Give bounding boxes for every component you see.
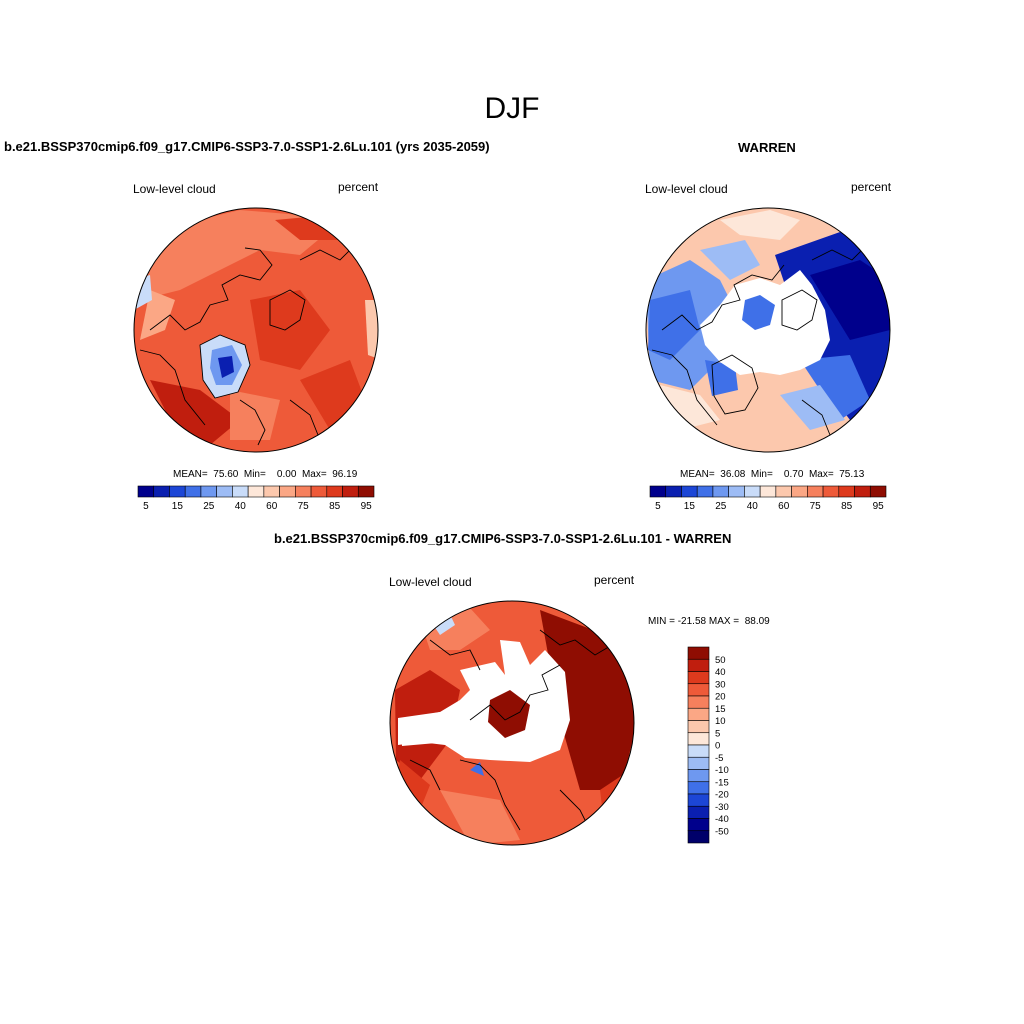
colorbar-1-tick-label: 5: [143, 501, 149, 512]
colorbar-2-swatch: [854, 485, 871, 498]
panel-2-variable-label: Low-level cloud: [645, 182, 728, 196]
colorbar-diff-label: -40: [715, 814, 729, 825]
panel-1-stats: MEAN= 75.60 Min= 0.00 Max= 96.19: [173, 469, 358, 480]
colorbar-2-swatch: [822, 485, 840, 498]
colorbar-1-swatch: [326, 485, 343, 498]
colorbar-1-swatch: [310, 485, 328, 498]
panel-1-title: b.e21.BSSP370cmip6.f09_g17.CMIP6-SSP3-7.…: [4, 139, 490, 154]
colorbar-diff-swatch: [687, 756, 710, 770]
colorbar-diff-swatch: [687, 695, 710, 709]
colorbar-2-tick-label: 5: [655, 501, 661, 512]
colorbar-2-swatch: [649, 485, 667, 498]
colorbar-1-swatch: [200, 485, 217, 498]
colorbar-diff-swatch: [687, 646, 710, 660]
colorbar-diff-label: 40: [715, 667, 726, 678]
colorbar-diff-label: 50: [715, 655, 726, 666]
panel-1-units-label: percent: [338, 180, 379, 194]
colorbar-2-swatch: [807, 485, 824, 498]
colorbar-diff-label: -15: [715, 777, 729, 788]
colorbar-diff-label: -30: [715, 802, 729, 813]
colorbar-diff-swatch: [687, 658, 710, 672]
colorbar-2-swatch: [791, 485, 808, 498]
main-title: DJF: [484, 92, 540, 125]
colorbar-diff-label: 10: [715, 716, 726, 727]
colorbar-2-swatch: [665, 485, 682, 498]
colorbar-2-swatch: [869, 485, 887, 498]
colorbar-diff-swatch: [687, 769, 710, 783]
panel-2-units-label: percent: [851, 180, 892, 194]
colorbar-1-swatch: [342, 485, 359, 498]
colorbar-2-tick-label: 75: [810, 501, 822, 512]
colorbar-2-tick-label: 40: [747, 501, 759, 512]
colorbar-1-swatch: [247, 485, 265, 498]
panel-3-units-label: percent: [594, 573, 635, 587]
colorbar-2-swatch: [712, 485, 729, 498]
colorbar-2-swatch: [696, 485, 714, 498]
colorbar-1-tick-label: 60: [266, 501, 278, 512]
colorbar-diff-label: 15: [715, 704, 726, 715]
colorbar-panel-1: 5 15 25 40 60 75 85 95: [137, 485, 375, 512]
colorbar-1-swatch: [153, 485, 170, 498]
colorbar-1-swatch: [184, 485, 202, 498]
colorbar-2-swatch: [759, 485, 777, 498]
map-2-polar-plot: [645, 207, 891, 453]
colorbar-1-tick-label: 75: [298, 501, 310, 512]
colorbar-diff-swatch: [687, 793, 710, 807]
colorbar-1-tick-label: 85: [329, 501, 341, 512]
colorbar-diff-label: -50: [715, 826, 729, 837]
colorbar-diff-label: 0: [715, 741, 720, 752]
colorbar-diff-swatch: [687, 707, 710, 721]
panel-3-variable-label: Low-level cloud: [389, 575, 472, 589]
colorbar-diff-swatch: [687, 671, 710, 685]
colorbar-1-tick-label: 95: [361, 501, 373, 512]
colorbar-1-swatch: [232, 485, 249, 498]
colorbar-diff-label: 30: [715, 679, 726, 690]
colorbar-1-tick-label: 40: [235, 501, 247, 512]
colorbar-1-tick-label: 15: [172, 501, 184, 512]
colorbar-2-tick-label: 95: [873, 501, 885, 512]
colorbar-2-swatch: [838, 485, 855, 498]
colorbar-2-tick-label: 85: [841, 501, 853, 512]
map-3-polar-plot: [389, 600, 635, 846]
colorbar-2-swatch: [775, 485, 792, 498]
colorbar-diff-swatch: [687, 683, 710, 697]
colorbar-2-tick-label: 60: [778, 501, 790, 512]
colorbar-1-swatch: [169, 485, 186, 498]
panel-1-variable-label: Low-level cloud: [133, 182, 216, 196]
map-1-polar-plot: [133, 207, 379, 453]
colorbar-1-swatch: [216, 485, 233, 498]
colorbar-diff-label: 5: [715, 728, 720, 739]
colorbar-diff-swatch: [687, 720, 710, 734]
colorbar-2-swatch: [728, 485, 745, 498]
colorbar-diff-swatch: [687, 805, 710, 819]
panel-3-minmax: MIN = -21.58 MAX = 88.09: [648, 616, 770, 627]
colorbar-2-tick-label: 25: [715, 501, 727, 512]
colorbar-diff-swatch: [687, 732, 710, 746]
colorbar-1-swatch: [279, 485, 296, 498]
colorbar-1-swatch: [357, 485, 375, 498]
colorbar-panel-2: 5 15 25 40 60 75 85 95: [649, 485, 887, 512]
colorbar-diff-swatch: [687, 830, 710, 844]
colorbar-diff-swatch: [687, 744, 710, 758]
colorbar-2-swatch: [681, 485, 698, 498]
colorbar-diff-label: -5: [715, 753, 723, 764]
colorbar-diff-label: -20: [715, 790, 729, 801]
colorbar-1-tick-label: 25: [203, 501, 215, 512]
colorbar-diff-label: 20: [715, 692, 726, 703]
panel-2-title: WARREN: [738, 140, 796, 155]
panel-2-stats: MEAN= 36.08 Min= 0.70 Max= 75.13: [680, 469, 865, 480]
colorbar-2-tick-label: 15: [684, 501, 696, 512]
colorbar-2-swatch: [744, 485, 761, 498]
colorbar-1-swatch: [263, 485, 280, 498]
colorbar-diff-swatch: [687, 781, 710, 795]
colorbar-1-swatch: [137, 485, 155, 498]
colorbar-1-swatch: [295, 485, 312, 498]
colorbar-diff-label: -10: [715, 765, 729, 776]
colorbar-diff-swatch: [687, 818, 710, 832]
panel-3-title: b.e21.BSSP370cmip6.f09_g17.CMIP6-SSP3-7.…: [274, 531, 732, 546]
